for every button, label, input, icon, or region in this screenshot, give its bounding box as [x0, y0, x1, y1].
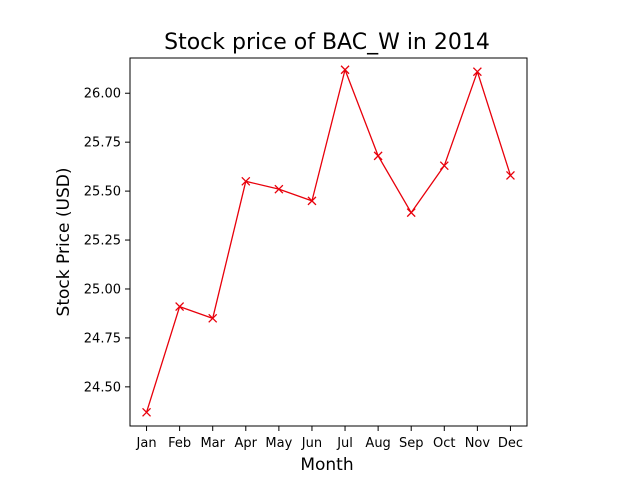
y-tick-label: 25.75: [84, 136, 121, 151]
y-axis-label: Stock Price (USD): [54, 168, 74, 317]
data-point-mar: [208, 313, 218, 323]
x-tick-label: Aug: [365, 436, 390, 451]
x-tick-label: May: [265, 436, 292, 451]
data-point-jan: [142, 407, 152, 417]
y-axis-ticks: 24.50 24.75 25.00 25.25 25.50 25.75 26.00: [84, 87, 130, 395]
y-tick-label: 24.50: [84, 380, 121, 395]
x-axis-ticks: Jan Feb Mar Apr May Jun Jul Aug Sep Oct Nov Dec: [136, 426, 523, 451]
data-point-sep: [406, 208, 416, 218]
x-axis-label: Month: [300, 455, 353, 475]
y-tick-label: 25.25: [84, 234, 121, 249]
x-tick-label: Dec: [498, 436, 523, 451]
data-point-jun: [307, 196, 317, 206]
x-tick-label: Jan: [136, 436, 157, 451]
y-tick-label: 25.00: [84, 282, 121, 297]
data-point-feb: [175, 302, 185, 312]
data-point-dec: [505, 170, 515, 180]
y-tick-label: 26.00: [84, 87, 121, 102]
series-line: [145, 69, 512, 413]
x-tick-label: Sep: [399, 436, 424, 451]
x-tick-label: Feb: [168, 436, 191, 451]
data-point-may: [274, 184, 284, 194]
chart-title: Stock price of BAC_W in 2014: [164, 30, 490, 55]
x-tick-label: Nov: [465, 436, 491, 451]
data-point-nov: [472, 67, 482, 77]
x-tick-label: Jul: [336, 436, 353, 451]
data-point-apr: [241, 176, 251, 186]
x-tick-label: Oct: [433, 436, 455, 451]
data-point-aug: [373, 151, 383, 161]
plot-area-frame: [129, 57, 528, 427]
data-point-oct: [439, 161, 449, 171]
y-tick-label: 24.75: [84, 331, 121, 346]
x-tick-label: Jun: [301, 436, 322, 451]
series-stock-price: [142, 65, 515, 417]
x-tick-label: Mar: [200, 436, 225, 451]
x-tick-label: Apr: [235, 436, 258, 451]
y-tick-label: 25.50: [84, 185, 121, 200]
data-point-jul: [340, 65, 350, 75]
